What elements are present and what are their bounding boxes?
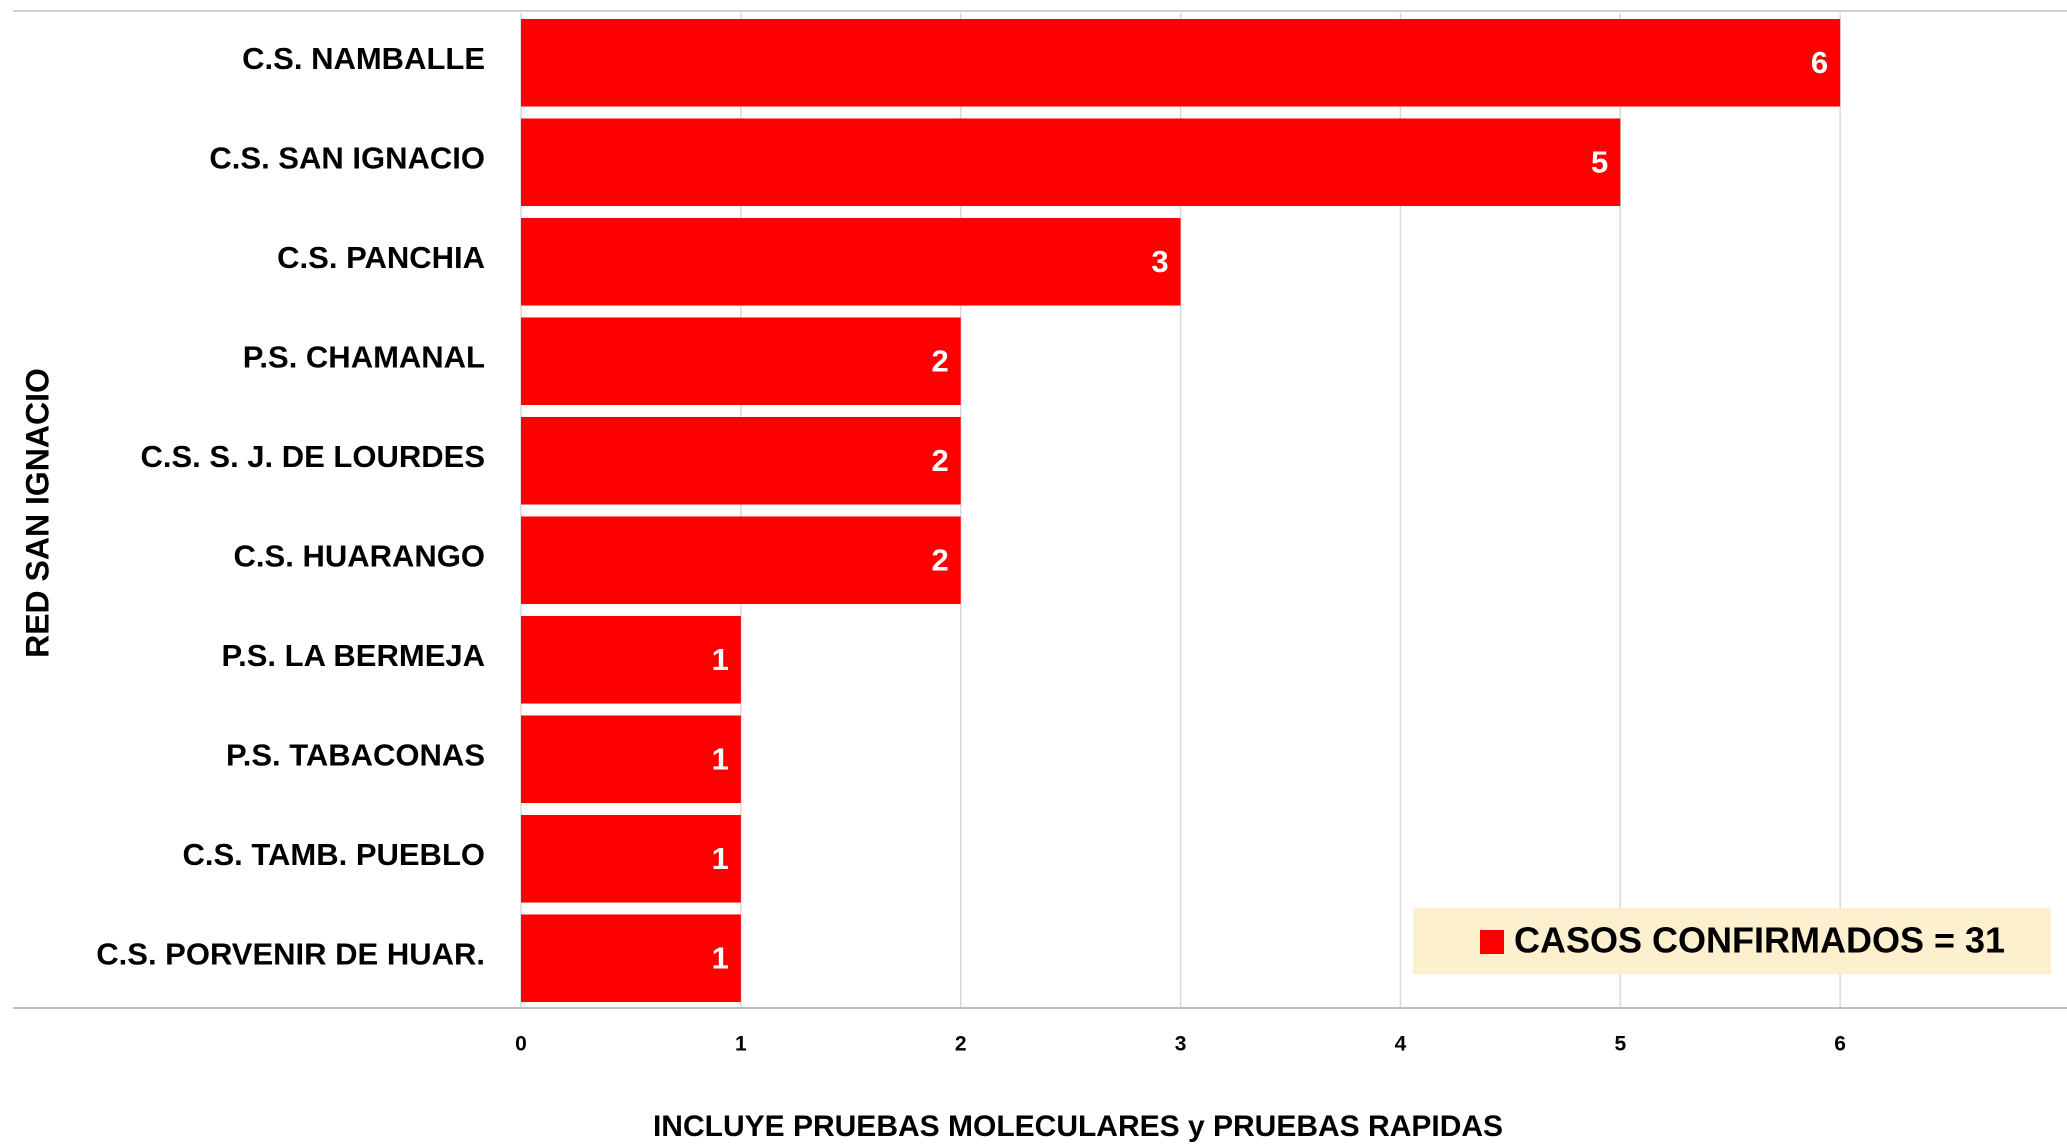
- x-tick-label: 2: [955, 1033, 967, 1056]
- legend-box: [1413, 908, 2051, 974]
- bar: [521, 715, 741, 804]
- bar: [521, 516, 961, 605]
- bar: [521, 615, 741, 704]
- value-label: 2: [931, 343, 948, 378]
- bar: [521, 18, 1841, 107]
- value-label: 2: [931, 542, 948, 577]
- y-tick-label: P.S. CHAMANAL: [243, 339, 485, 374]
- x-tick-label: 4: [1395, 1033, 1407, 1056]
- value-label: 1: [712, 741, 729, 776]
- y-tick-label: C.S. PANCHIA: [277, 240, 485, 275]
- value-label: 6: [1811, 45, 1828, 80]
- x-tick-label: 5: [1614, 1033, 1626, 1056]
- value-label: 1: [712, 841, 729, 876]
- y-tick-label: C.S. PORVENIR DE HUAR.: [96, 936, 485, 971]
- bar: [521, 217, 1181, 306]
- y-tick-label: C.S. NAMBALLE: [242, 41, 485, 76]
- y-tick-label: P.S. TABACONAS: [226, 737, 485, 772]
- value-label: 2: [931, 443, 948, 478]
- y-tick-label: C.S. HUARANGO: [234, 538, 485, 573]
- x-tick-label: 1: [735, 1033, 747, 1056]
- bar: [521, 914, 741, 1003]
- legend-swatch: [1480, 930, 1504, 954]
- value-label: 1: [712, 940, 729, 975]
- value-label: 3: [1151, 244, 1168, 279]
- y-tick-label: C.S. S. J. DE LOURDES: [140, 439, 485, 474]
- y-tick-label: P.S. LA BERMEJA: [221, 638, 485, 673]
- bar: [521, 118, 1621, 207]
- y-tick-label: C.S. TAMB. PUEBLO: [182, 837, 485, 872]
- bar: [521, 317, 961, 406]
- bar: [521, 416, 961, 505]
- bar: [521, 814, 741, 903]
- value-label: 1: [712, 642, 729, 677]
- x-tick-label: 6: [1834, 1033, 1846, 1056]
- x-tick-label: 3: [1175, 1033, 1187, 1056]
- value-label: 5: [1591, 144, 1608, 179]
- y-axis-label: RED SAN IGNACIO: [19, 368, 55, 658]
- x-tick-label: 0: [515, 1033, 527, 1056]
- y-tick-label: C.S. SAN IGNACIO: [209, 140, 485, 175]
- x-axis-label: INCLUYE PRUEBAS MOLECULARES y PRUEBAS RA…: [653, 1110, 1503, 1143]
- legend-label: CASOS CONFIRMADOS = 31: [1514, 920, 2005, 961]
